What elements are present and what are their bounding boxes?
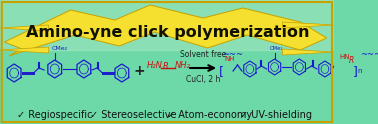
Text: ✓ Atom-economy: ✓ Atom-economy [167, 110, 252, 120]
Text: ✓ UV-shielding: ✓ UV-shielding [240, 110, 312, 120]
Text: ]: ] [353, 65, 358, 78]
Text: n: n [358, 68, 362, 74]
Text: [: [ [219, 65, 224, 78]
Text: ~~~: ~~~ [360, 50, 378, 59]
Text: ✓ Stereoselective: ✓ Stereoselective [90, 110, 177, 120]
Polygon shape [0, 47, 48, 53]
Text: Amino-yne click polymerization: Amino-yne click polymerization [26, 25, 310, 40]
Text: HN: HN [339, 54, 350, 60]
Text: ✓ Regiospecific: ✓ Regiospecific [17, 110, 92, 120]
Text: R: R [349, 56, 354, 65]
Text: ~~~: ~~~ [223, 50, 243, 59]
Polygon shape [282, 22, 334, 28]
Polygon shape [5, 5, 327, 56]
Text: +: + [134, 64, 145, 78]
Text: CMe₂: CMe₂ [51, 46, 67, 51]
Text: R: R [163, 62, 169, 71]
Polygon shape [282, 49, 334, 55]
Text: NH: NH [224, 56, 235, 62]
Text: CMe₂: CMe₂ [270, 46, 284, 51]
Text: NH₂: NH₂ [175, 61, 191, 69]
Bar [0, 0, 334, 50]
Text: H₂N: H₂N [147, 61, 163, 69]
Polygon shape [0, 25, 48, 31]
Text: CuCl, 2 h: CuCl, 2 h [186, 75, 220, 84]
Text: Solvent free: Solvent free [180, 50, 226, 59]
